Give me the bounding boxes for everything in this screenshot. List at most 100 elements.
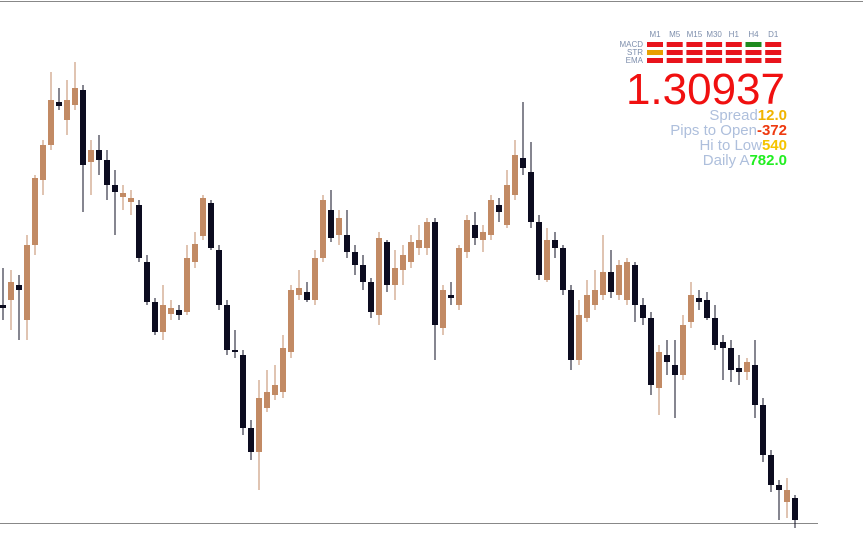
candle-body (688, 295, 694, 322)
candle-body (240, 355, 246, 428)
stat-row: Hi to Low540 (699, 137, 787, 154)
candle-body (96, 150, 102, 160)
candle-body (136, 205, 142, 258)
stat-row: Pips to Open-372 (670, 122, 787, 139)
candle-body (312, 258, 318, 300)
candle-body (768, 455, 774, 485)
candle-body (48, 100, 54, 145)
indicator-label: MACD (619, 40, 643, 49)
candle-body (784, 490, 790, 502)
candle-body (728, 348, 734, 370)
signal-cell (725, 42, 742, 47)
candle-body (272, 385, 278, 395)
candle-body (576, 315, 582, 360)
candle-body (168, 308, 174, 314)
signal-cell (706, 42, 723, 47)
candle-body (192, 244, 198, 262)
candle-body (176, 310, 182, 315)
candle-body (536, 222, 542, 275)
candle-body (368, 282, 374, 312)
stat-value: 782.0 (749, 152, 787, 169)
timeframe-label: M15 (687, 30, 703, 39)
signal-cell (725, 58, 742, 63)
candle-body (216, 250, 222, 305)
candle-body (648, 318, 654, 385)
candle-body (144, 262, 150, 302)
candle-body (456, 248, 462, 305)
candle-body (712, 318, 718, 345)
candle-body (264, 392, 270, 408)
stat-label: Pips to Open (670, 122, 757, 139)
candles (0, 62, 798, 528)
candle-body (696, 298, 702, 302)
signal-cell (706, 50, 723, 55)
candle-body (64, 100, 70, 120)
candle-body (592, 290, 598, 305)
candle-body (288, 290, 294, 352)
stat-row: Spread12.0 (709, 107, 787, 124)
candle-body (120, 193, 126, 197)
candle-body (776, 485, 782, 490)
candle-body (0, 305, 6, 308)
stat-label: Daily A (703, 152, 750, 169)
indicator-label: EMA (626, 56, 644, 65)
candle-body (760, 405, 766, 455)
candle-body (656, 352, 662, 388)
signal-cell (765, 42, 782, 47)
candle-body (528, 172, 534, 222)
candle-body (752, 365, 758, 405)
candle-body (352, 252, 358, 265)
candle-body (432, 222, 438, 325)
candle-body (248, 428, 254, 452)
price: 1.30937 (626, 65, 785, 114)
candle-body (80, 90, 86, 165)
candle-body (160, 305, 166, 332)
signal-cell (686, 42, 703, 47)
candle-body (720, 342, 726, 348)
candle-body (392, 268, 398, 285)
candle-body (40, 145, 46, 180)
candle-body (8, 282, 14, 300)
candle-body (104, 160, 110, 185)
timeframe-label: H1 (729, 30, 740, 39)
candle-body (544, 240, 550, 280)
candle-body (448, 295, 454, 298)
candle-body (744, 362, 750, 372)
candle-body (552, 240, 558, 248)
signal-cell (706, 58, 723, 63)
signal-cell (765, 58, 782, 63)
signal-cell (725, 50, 742, 55)
signal-cell (666, 58, 683, 63)
candle-body (640, 305, 646, 318)
candle-body (400, 255, 406, 270)
candle-body (328, 210, 334, 238)
indicator-label: STR (627, 48, 643, 57)
candle-body (152, 302, 158, 332)
candle-body (488, 200, 494, 235)
signal-cell (745, 58, 762, 63)
candle-body (504, 185, 510, 225)
stat-value: 540 (762, 137, 787, 154)
candle-body (224, 305, 230, 350)
candle-body (664, 355, 670, 362)
candle-body (472, 225, 478, 238)
signal-cell (666, 50, 683, 55)
candle-body (560, 248, 566, 290)
candle-body (584, 295, 590, 318)
candle-body (440, 290, 446, 328)
signal-cell (647, 50, 663, 55)
candle-body (416, 240, 422, 248)
candle-body (496, 205, 502, 212)
signal-cell (745, 42, 762, 47)
candle-body (320, 200, 326, 258)
candle-body (344, 235, 350, 252)
signal-cell (647, 42, 663, 47)
candle-body (568, 290, 574, 360)
candle-body (512, 155, 518, 195)
candle-body (608, 272, 614, 292)
timeframe-label: M30 (706, 30, 722, 39)
timeframe-label: D1 (768, 30, 779, 39)
candle-body (736, 368, 742, 372)
stat-label: Hi to Low (699, 137, 762, 154)
